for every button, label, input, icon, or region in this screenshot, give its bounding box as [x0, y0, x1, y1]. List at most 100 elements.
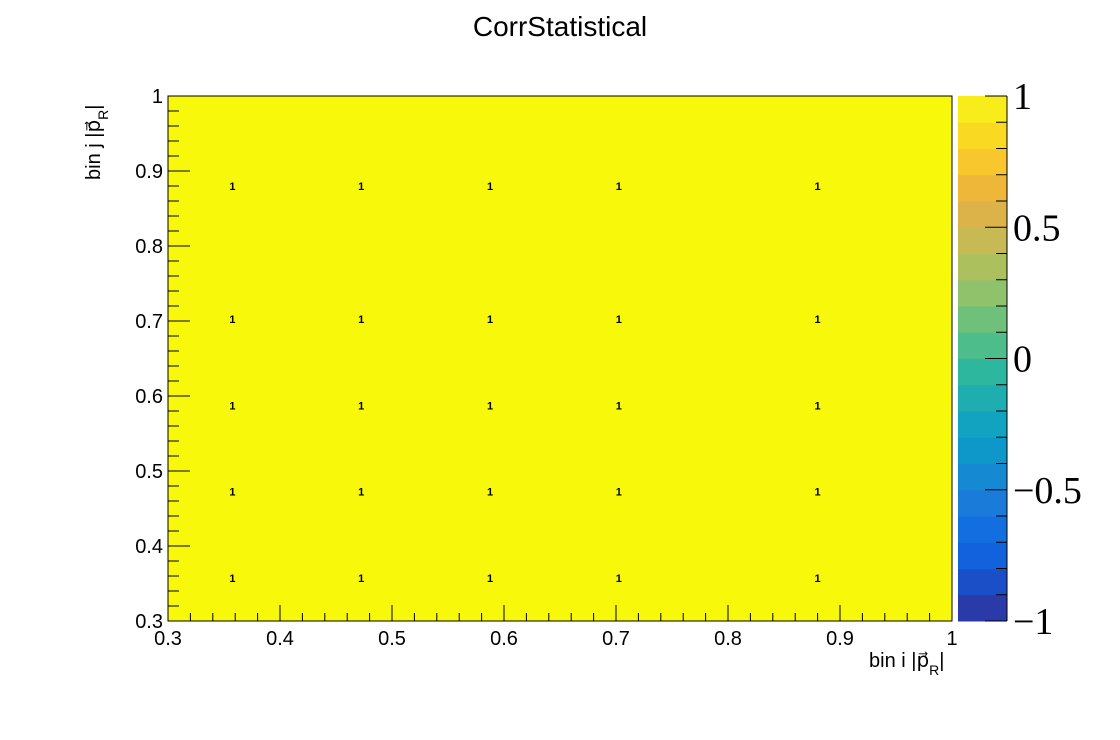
heatmap-cell — [296, 448, 427, 536]
heatmap-cell — [554, 96, 684, 277]
cell-value-label: 1 — [358, 487, 364, 499]
z-tick-label: 1 — [1013, 76, 1032, 118]
x-tick-label: 0.6 — [490, 628, 518, 650]
cell-value-label: 1 — [487, 181, 493, 193]
y-tick-label: 0.8 — [135, 236, 163, 258]
cell-value-label: 1 — [616, 181, 622, 193]
y-tick-label: 0.9 — [135, 161, 163, 183]
svg-text:bin i |p⃗R|: bin i |p⃗R| — [869, 650, 944, 678]
z-tick-label: 0 — [1013, 339, 1032, 381]
y-axis-label: bin j |p⃗R| — [83, 105, 111, 180]
heatmap-cell — [554, 448, 684, 536]
colorbar-segment — [958, 411, 1007, 438]
cell-value-label: 1 — [229, 181, 235, 193]
y-axis: 0.3 0.4 0.5 0.6 0.7 0.8 0.9 1 — [135, 86, 190, 633]
colorbar-segment — [958, 594, 1007, 622]
cell-value-label: 1 — [815, 181, 821, 193]
x-tick-label: 0.8 — [714, 628, 742, 650]
cell-value-label: 1 — [358, 181, 364, 193]
cell-value-label: 1 — [815, 487, 821, 499]
colorbar-segment — [958, 358, 1007, 386]
heatmap-cell — [425, 534, 555, 622]
x-tick-label: 0.4 — [266, 628, 294, 650]
colorbar-segment — [958, 568, 1007, 596]
cell-value-label: 1 — [616, 573, 622, 585]
cell-value-label: 1 — [229, 314, 235, 326]
heatmap-cell — [296, 362, 427, 449]
heatmap-cell — [554, 362, 684, 449]
colorbar-segment — [958, 463, 1007, 491]
cell-value-label: 1 — [815, 573, 821, 585]
x-tick-label: 0.7 — [602, 628, 630, 650]
heatmap-cell — [683, 448, 953, 536]
cell-value-label: 1 — [616, 314, 622, 326]
x-tick-label: 1 — [946, 628, 957, 650]
x-tick-label: 0.9 — [826, 628, 854, 650]
heatmap-cell — [296, 96, 427, 277]
svg-text:bin j |p⃗R|: bin j |p⃗R| — [83, 105, 111, 180]
heatmap-cell — [425, 362, 555, 449]
heatmap-cell — [425, 448, 555, 536]
colorbar-segment — [958, 516, 1007, 543]
z-tick-label: −1 — [1013, 601, 1053, 643]
cell-value-label: 1 — [229, 573, 235, 585]
colorbar-segment — [958, 384, 1007, 412]
colorbar-segment — [958, 542, 1007, 569]
cell-value-label: 1 — [616, 400, 622, 412]
cell-value-label: 1 — [815, 400, 821, 412]
colorbar-segment — [958, 332, 1007, 359]
x-tick-label: 0.5 — [378, 628, 406, 650]
y-tick-label: 0.7 — [135, 311, 163, 333]
cell-value-label: 1 — [358, 400, 364, 412]
x-tick-label: 0.3 — [154, 628, 182, 650]
heatmap-cell — [554, 534, 684, 622]
cell-value-label: 1 — [358, 573, 364, 585]
heatmap-cell — [554, 276, 684, 363]
y-axis-label-subscript: R — [95, 110, 111, 120]
colorbar-segment — [958, 201, 1007, 228]
heatmap-cell — [425, 276, 555, 363]
heatmap-cell — [168, 448, 298, 536]
colorbar-segment — [958, 148, 1007, 176]
cell-value-label: 1 — [229, 400, 235, 412]
z-tick-label: −0.5 — [1013, 470, 1082, 512]
colorbar-segment — [958, 253, 1007, 281]
x-axis-label-subscript: R — [929, 662, 939, 678]
colorbar — [958, 96, 1007, 622]
heatmap-cell — [425, 96, 555, 277]
y-tick-label: 0.4 — [135, 536, 163, 558]
colorbar-segment — [958, 437, 1007, 464]
y-axis-label-text: bin j |p⃗ — [83, 120, 105, 180]
colorbar-segment — [958, 489, 1007, 517]
chart-title: CorrStatistical — [473, 11, 647, 42]
x-axis-label: bin i |p⃗R| — [869, 650, 944, 678]
cell-value-label: 1 — [487, 487, 493, 499]
cell-value-label: 1 — [358, 314, 364, 326]
colorbar-segment — [958, 279, 1007, 307]
y-tick-label: 1 — [152, 86, 163, 108]
cell-value-label: 1 — [815, 314, 821, 326]
x-axis: 0.3 0.4 0.5 0.6 0.7 0.8 0.9 1 — [154, 605, 958, 650]
heatmap-cell — [683, 276, 953, 363]
colorbar-segment — [958, 122, 1007, 149]
heatmap-cell — [683, 96, 953, 277]
cell-value-label: 1 — [487, 314, 493, 326]
heatmap-cell — [168, 362, 298, 449]
heatmap-cell — [296, 534, 427, 622]
y-tick-label: 0.3 — [135, 611, 163, 633]
heatmap-cell — [296, 276, 427, 363]
y-tick-label: 0.5 — [135, 461, 163, 483]
heatmap-cell — [683, 362, 953, 449]
cell-value-label: 1 — [229, 487, 235, 499]
colorbar-segment — [958, 227, 1007, 254]
heatmap-cell — [168, 534, 298, 622]
colorbar-segment — [958, 96, 1007, 123]
z-axis: −1 −0.5 0 0.5 1 — [985, 76, 1082, 643]
cell-value-label: 1 — [487, 400, 493, 412]
heatmap-cell — [168, 276, 298, 363]
z-tick-label: 0.5 — [1013, 207, 1061, 249]
cell-value-label: 1 — [616, 487, 622, 499]
colorbar-segment — [958, 306, 1007, 333]
colorbar-segment — [958, 174, 1007, 202]
